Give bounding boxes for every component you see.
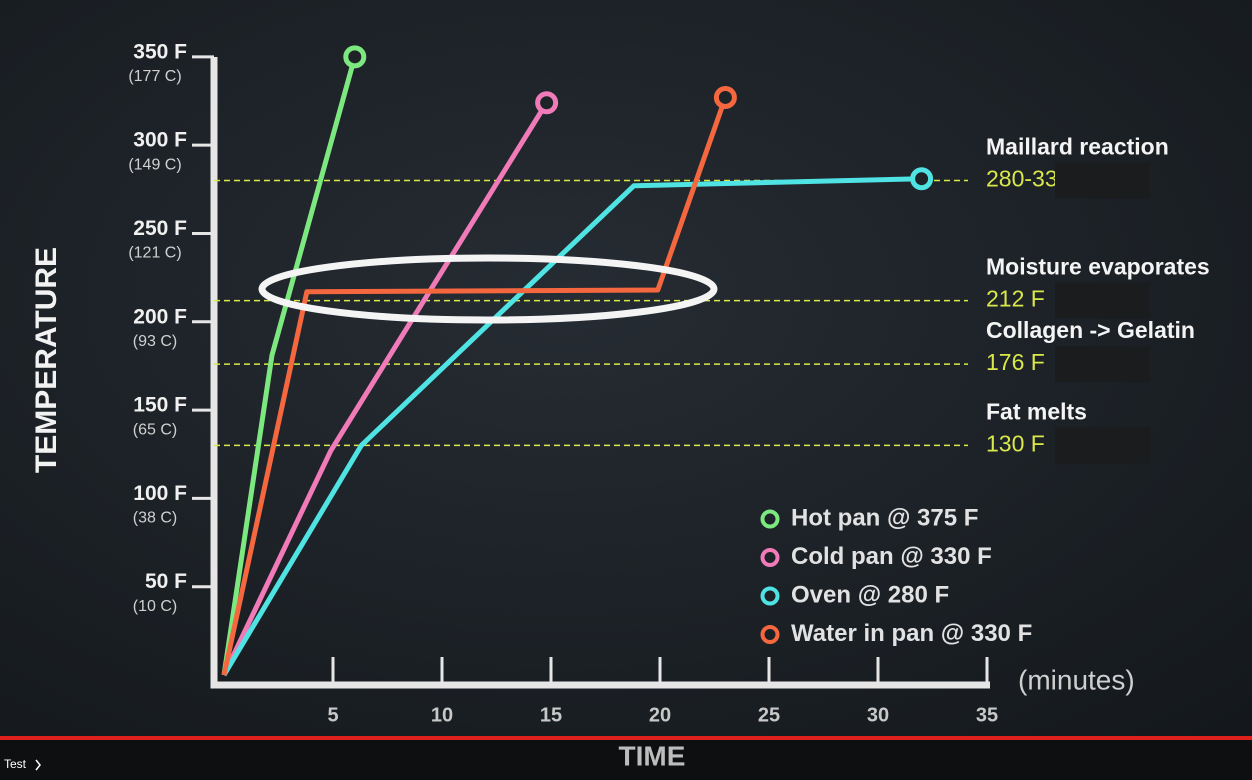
- legend-swatch: [760, 509, 780, 529]
- redaction: [1055, 282, 1150, 319]
- end-marker: [535, 91, 559, 115]
- y-axis-title: TEMPERATURE: [30, 247, 63, 473]
- highlight-ellipse: [258, 254, 718, 324]
- y-tick-sublabel: (149 C): [128, 156, 181, 173]
- reference-value: 130 F: [986, 430, 1045, 456]
- player-bar: [0, 740, 1252, 780]
- x-tick-label: 15: [540, 704, 562, 726]
- reference-label: Maillard reaction: [986, 134, 1169, 160]
- y-tick-label: 300 F: [133, 129, 187, 152]
- background: [0, 0, 1252, 740]
- legend-label: Water in pan @ 330 F: [791, 620, 1032, 647]
- x-tick-label: 5: [327, 704, 338, 726]
- y-tick-sublabel: (93 C): [133, 333, 177, 350]
- reference-value: 212 F: [986, 286, 1045, 312]
- y-tick-label: 350 F: [133, 40, 187, 63]
- end-marker: [713, 85, 737, 109]
- y-tick-sublabel: (121 C): [128, 245, 181, 262]
- x-tick-label: 25: [758, 704, 780, 726]
- series-line: [221, 96, 728, 676]
- y-tick-label: 200 F: [133, 305, 187, 328]
- redaction: [1055, 346, 1150, 383]
- x-unit: (minutes): [1018, 664, 1135, 695]
- y-tick-label: 50 F: [145, 570, 187, 593]
- reference-label: Collagen -> Gelatin: [986, 317, 1195, 343]
- redaction: [1055, 427, 1150, 464]
- end-marker: [910, 167, 934, 191]
- reference-value: 176 F: [986, 349, 1045, 375]
- progress-bar: [0, 736, 1252, 740]
- legend-swatch: [760, 586, 780, 606]
- series-line: [221, 56, 358, 676]
- y-tick-sublabel: (177 C): [128, 68, 181, 85]
- x-tick-label: 20: [649, 704, 671, 726]
- reference-label: Fat melts: [986, 398, 1087, 424]
- legend-swatch: [760, 625, 780, 644]
- plot: 5 10 15 20 25 30 35 50 F (10 C) 100 F (38 C) 150 F (…: [128, 40, 1209, 726]
- legend-label: Oven @ 280 F: [791, 581, 949, 608]
- y-tick-label: 250 F: [133, 217, 187, 240]
- x-tick-label: 10: [431, 704, 453, 726]
- chevron[interactable]: [35, 759, 41, 771]
- player-label[interactable]: Test: [4, 757, 27, 771]
- legend-label: Hot pan @ 375 F: [791, 504, 978, 531]
- y-tick-sublabel: (10 C): [133, 598, 177, 615]
- x-tick-label: 35: [976, 704, 998, 726]
- axis: [210, 57, 990, 689]
- series-line: [221, 101, 549, 677]
- series-line: [221, 176, 922, 677]
- legend-label: Cold pan @ 330 F: [791, 543, 992, 570]
- y-tick-label: 150 F: [133, 394, 187, 417]
- x-axis-title: TIME: [619, 740, 686, 771]
- y-tick-sublabel: (38 C): [133, 510, 177, 527]
- reference-label: Moisture evaporates: [986, 254, 1210, 280]
- legend-swatch: [760, 548, 780, 567]
- y-tick-label: 100 F: [133, 482, 187, 505]
- x-tick-label: 30: [867, 704, 889, 726]
- redaction: [1055, 162, 1150, 199]
- y-tick-sublabel: (65 C): [133, 421, 177, 438]
- end-marker: [343, 45, 367, 69]
